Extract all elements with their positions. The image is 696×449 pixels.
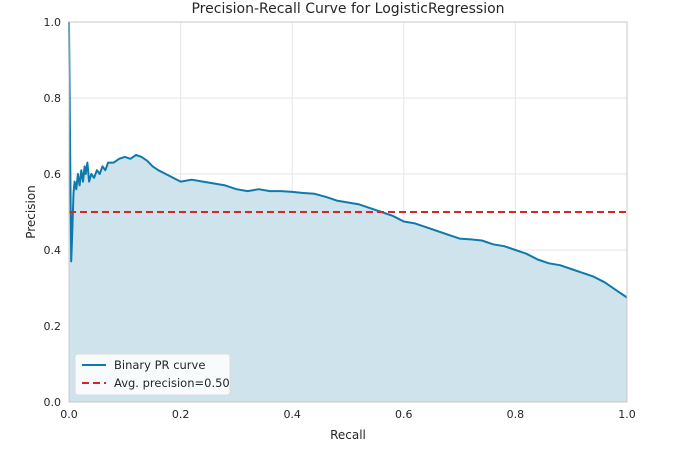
- y-tick-label: 0.0: [44, 396, 62, 409]
- legend-label-pr-curve: Binary PR curve: [114, 358, 205, 372]
- x-axis-label: Recall: [330, 428, 366, 442]
- pr-curve-line: [68, 21, 628, 299]
- legend: Binary PR curve Avg. precision=0.50: [74, 353, 231, 396]
- x-tick-label: 0.6: [395, 408, 413, 421]
- y-axis-ticks: 0.0 0.2 0.4 0.6 0.8 1.0: [44, 16, 62, 409]
- x-tick-label: 0.4: [283, 408, 301, 421]
- legend-box: [74, 353, 231, 396]
- legend-label-avg-precision: Avg. precision=0.50: [114, 376, 230, 390]
- plot-area: [68, 21, 628, 403]
- plot-frame: [68, 21, 628, 403]
- x-tick-label: 0.8: [507, 408, 525, 421]
- y-tick-label: 0.8: [44, 92, 62, 105]
- y-tick-label: 0.6: [44, 168, 62, 181]
- y-axis-label: Precision: [24, 185, 38, 239]
- x-tick-label: 0.0: [60, 408, 78, 421]
- y-tick-label: 0.4: [44, 244, 62, 257]
- x-tick-label: 0.2: [172, 408, 190, 421]
- x-tick-label: 1.0: [618, 408, 636, 421]
- y-tick-label: 1.0: [44, 16, 62, 29]
- x-axis-ticks: 0.0 0.2 0.4 0.6 0.8 1.0: [60, 408, 636, 421]
- y-tick-label: 0.2: [44, 320, 62, 333]
- chart-title: Precision-Recall Curve for LogisticRegre…: [191, 1, 504, 17]
